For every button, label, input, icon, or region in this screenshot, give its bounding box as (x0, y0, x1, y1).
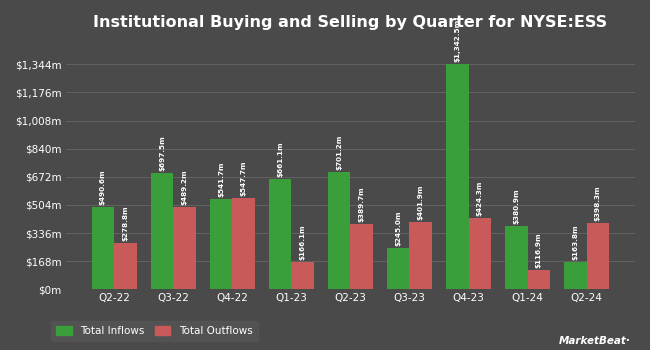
Text: $398.3m: $398.3m (595, 185, 601, 220)
Bar (210, 198, 232, 289)
Bar (173, 208, 196, 289)
Text: $424.3m: $424.3m (476, 181, 483, 216)
Bar (410, 222, 432, 289)
Legend: Total Inflows, Total Outflows: Total Inflows, Total Outflows (51, 321, 257, 341)
Bar (528, 270, 550, 289)
Bar (114, 243, 136, 289)
Bar (291, 261, 314, 289)
Text: $697.5m: $697.5m (159, 135, 165, 170)
Text: $245.0m: $245.0m (395, 211, 401, 246)
Text: $163.8m: $163.8m (573, 224, 578, 260)
Text: $116.9m: $116.9m (536, 232, 542, 268)
Bar (350, 224, 373, 289)
Text: $701.2m: $701.2m (336, 134, 342, 170)
Text: $380.9m: $380.9m (514, 188, 519, 224)
Bar (269, 178, 291, 289)
Text: $166.1m: $166.1m (300, 224, 306, 259)
Bar (505, 225, 528, 289)
Text: $489.2m: $489.2m (181, 170, 187, 205)
Bar (151, 173, 173, 289)
Text: $389.7m: $389.7m (359, 187, 365, 222)
Bar (587, 223, 609, 289)
Bar (564, 262, 587, 289)
Bar (387, 248, 410, 289)
Bar (232, 198, 255, 289)
Text: $661.1m: $661.1m (277, 141, 283, 177)
Bar (446, 64, 469, 289)
Text: MarketBeat·: MarketBeat· (558, 336, 630, 346)
Text: $401.9m: $401.9m (418, 184, 424, 220)
Text: $490.6m: $490.6m (100, 169, 106, 205)
Text: $541.7m: $541.7m (218, 161, 224, 197)
Title: Institutional Buying and Selling by Quarter for NYSE:ESS: Institutional Buying and Selling by Quar… (94, 15, 608, 30)
Bar (92, 207, 114, 289)
Bar (328, 172, 350, 289)
Text: $547.7m: $547.7m (240, 160, 246, 196)
Bar (469, 218, 491, 289)
Text: $1,342.5m: $1,342.5m (454, 19, 460, 63)
Text: $278.8m: $278.8m (122, 205, 128, 241)
